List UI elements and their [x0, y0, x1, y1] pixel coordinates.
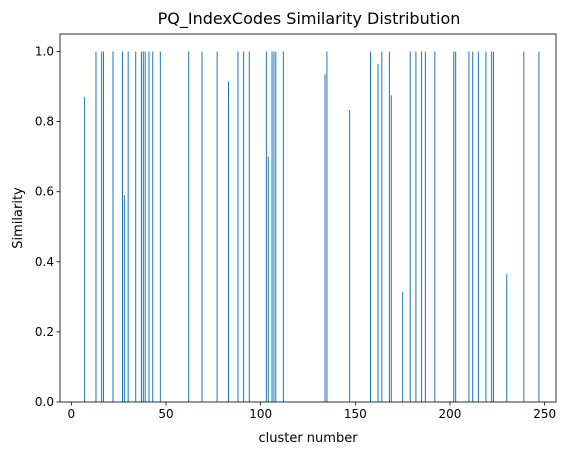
bar: [121, 51, 123, 403]
bar: [326, 51, 328, 403]
bar: [409, 51, 411, 403]
bar: [468, 51, 470, 403]
bar: [275, 51, 277, 403]
y-tick-label: 1.0: [35, 45, 54, 59]
bar: [421, 51, 423, 403]
bar: [381, 51, 383, 403]
chart-title: PQ_IndexCodes Similarity Distribution: [158, 9, 461, 29]
y-tick-label: 0.4: [35, 255, 54, 269]
bar: [491, 51, 493, 403]
bar: [506, 274, 508, 402]
y-tick-label: 0.2: [35, 325, 54, 339]
x-axis-label: cluster number: [258, 431, 358, 446]
bar: [135, 51, 137, 403]
bar: [324, 74, 326, 403]
bar: [377, 63, 379, 403]
bar: [188, 51, 190, 403]
bar: [144, 51, 146, 403]
y-axis-ticks: 0.0 0.2 0.4 0.6 0.8 1.0: [35, 45, 60, 409]
bar: [84, 97, 86, 402]
bar: [424, 51, 426, 403]
bar: [402, 291, 404, 402]
bar: [112, 51, 114, 403]
bar: [127, 51, 129, 403]
bar: [472, 51, 474, 403]
y-tick-label: 0.8: [35, 115, 54, 129]
bar: [273, 51, 275, 403]
bar: [159, 51, 161, 403]
y-axis-label: Similarity: [11, 187, 26, 249]
bar: [349, 110, 351, 402]
bar: [538, 51, 540, 403]
bar: [123, 195, 125, 402]
bar: [216, 51, 218, 403]
x-tick-label: 50: [158, 407, 173, 421]
bar: [390, 95, 392, 402]
bar: [248, 51, 250, 403]
bar: [455, 51, 457, 403]
bar: [140, 51, 142, 403]
x-tick-label: 0: [68, 407, 76, 421]
bar: [103, 51, 105, 403]
plot-frame: [59, 33, 557, 403]
bar: [142, 51, 144, 403]
bars: [84, 51, 540, 403]
x-tick-label: 100: [249, 407, 272, 421]
bar: [453, 51, 455, 403]
x-tick-label: 250: [533, 407, 556, 421]
bar: [415, 51, 417, 403]
bar: [523, 51, 525, 403]
bar: [237, 51, 239, 403]
bar: [95, 51, 97, 403]
bar: [477, 51, 479, 403]
bar: [434, 51, 436, 403]
bar: [265, 51, 267, 403]
x-tick-label: 150: [344, 407, 367, 421]
bar: [388, 51, 390, 403]
bar: [493, 51, 495, 403]
bar: [369, 51, 371, 403]
y-tick-label: 0.0: [35, 395, 54, 409]
bar: [152, 51, 154, 403]
bar: [227, 81, 229, 403]
x-axis-ticks: 0 50 100 150 200 250: [68, 402, 556, 421]
bar: [101, 51, 103, 403]
x-tick-label: 200: [439, 407, 462, 421]
bar: [148, 51, 150, 403]
bar: [282, 51, 284, 403]
bar: [267, 156, 269, 402]
bar: [201, 51, 203, 403]
y-tick-label: 0.6: [35, 185, 54, 199]
bar: [485, 51, 487, 403]
bar: [243, 51, 245, 403]
bar: [271, 51, 273, 403]
